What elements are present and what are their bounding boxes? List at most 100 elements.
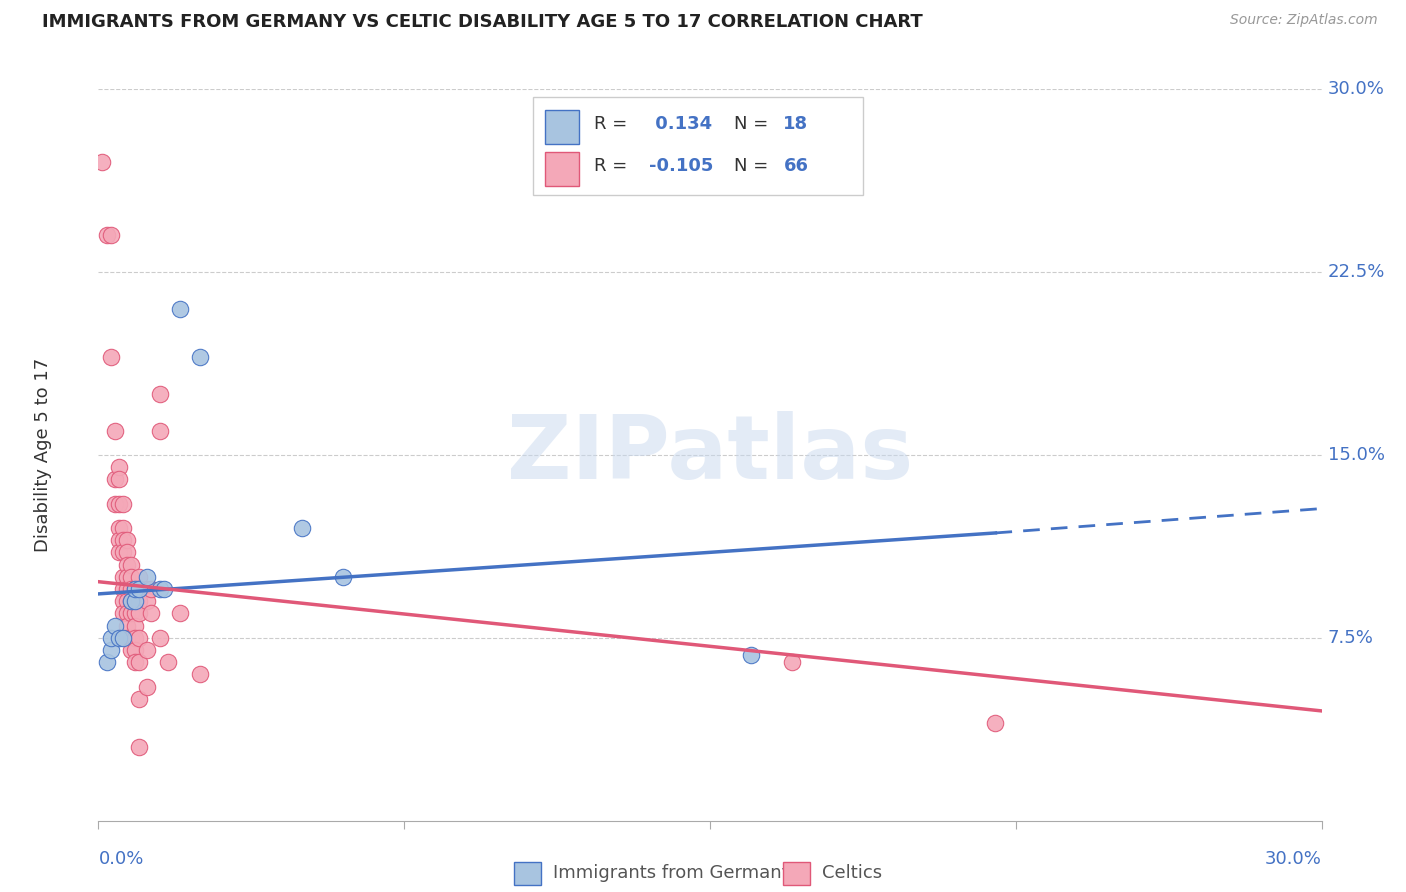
- Point: [115, 618, 138, 632]
- Point: [984, 716, 1007, 731]
- Text: Disability Age 5 to 17: Disability Age 5 to 17: [34, 358, 52, 552]
- Point: [332, 570, 354, 584]
- Point: [108, 521, 131, 535]
- Point: [124, 618, 146, 632]
- Point: [120, 570, 142, 584]
- Point: [104, 472, 127, 486]
- Point: [108, 631, 131, 645]
- Point: [120, 594, 142, 608]
- Point: [115, 570, 138, 584]
- Point: [120, 558, 142, 572]
- Point: [111, 521, 134, 535]
- Point: [124, 582, 146, 596]
- Point: [104, 424, 127, 438]
- Point: [91, 155, 114, 169]
- Point: [128, 582, 150, 596]
- Point: [291, 521, 314, 535]
- Point: [169, 301, 191, 316]
- Point: [149, 424, 172, 438]
- Point: [120, 594, 142, 608]
- Point: [149, 582, 172, 596]
- Point: [124, 582, 146, 596]
- Text: 0.0%: 0.0%: [98, 850, 143, 868]
- Point: [120, 582, 142, 596]
- Point: [136, 570, 159, 584]
- Text: 22.5%: 22.5%: [1327, 263, 1385, 281]
- Point: [104, 497, 127, 511]
- Point: [128, 740, 150, 755]
- Text: IMMIGRANTS FROM GERMANY VS CELTIC DISABILITY AGE 5 TO 17 CORRELATION CHART: IMMIGRANTS FROM GERMANY VS CELTIC DISABI…: [42, 13, 922, 31]
- Point: [111, 570, 134, 584]
- Text: 7.5%: 7.5%: [1327, 629, 1374, 647]
- FancyBboxPatch shape: [533, 96, 863, 195]
- Point: [124, 607, 146, 621]
- Point: [115, 631, 138, 645]
- Point: [111, 533, 134, 548]
- Point: [128, 594, 150, 608]
- Text: ZIPatlas: ZIPatlas: [508, 411, 912, 499]
- Point: [152, 582, 174, 596]
- Point: [740, 648, 762, 662]
- Point: [149, 387, 172, 401]
- Text: R =: R =: [593, 157, 633, 175]
- Text: 30.0%: 30.0%: [1265, 850, 1322, 868]
- Point: [156, 655, 179, 669]
- Point: [115, 545, 138, 559]
- Text: 18: 18: [783, 115, 808, 133]
- Point: [111, 594, 134, 608]
- Text: Celtics: Celtics: [823, 864, 882, 882]
- Point: [124, 594, 146, 608]
- Point: [115, 594, 138, 608]
- Point: [136, 680, 159, 694]
- Text: Source: ZipAtlas.com: Source: ZipAtlas.com: [1230, 13, 1378, 28]
- Text: 0.134: 0.134: [648, 115, 711, 133]
- FancyBboxPatch shape: [515, 862, 541, 885]
- Point: [96, 228, 118, 243]
- Text: Immigrants from Germany: Immigrants from Germany: [553, 864, 792, 882]
- Text: 15.0%: 15.0%: [1327, 446, 1385, 464]
- Point: [120, 631, 142, 645]
- Point: [108, 472, 131, 486]
- Point: [111, 497, 134, 511]
- Text: -0.105: -0.105: [648, 157, 713, 175]
- FancyBboxPatch shape: [783, 862, 810, 885]
- Point: [108, 497, 131, 511]
- Point: [111, 582, 134, 596]
- Point: [188, 351, 212, 365]
- Point: [128, 570, 150, 584]
- FancyBboxPatch shape: [546, 111, 579, 145]
- Text: R =: R =: [593, 115, 633, 133]
- Point: [108, 545, 131, 559]
- Point: [115, 582, 138, 596]
- Point: [100, 631, 122, 645]
- Point: [115, 533, 138, 548]
- Point: [124, 631, 146, 645]
- Text: N =: N =: [734, 115, 775, 133]
- Point: [141, 582, 163, 596]
- Point: [108, 533, 131, 548]
- Point: [108, 460, 131, 475]
- Text: N =: N =: [734, 157, 775, 175]
- Point: [104, 618, 127, 632]
- Point: [128, 631, 150, 645]
- Text: 66: 66: [783, 157, 808, 175]
- Point: [111, 607, 134, 621]
- Point: [100, 351, 122, 365]
- Point: [169, 607, 191, 621]
- Point: [128, 691, 150, 706]
- Point: [136, 582, 159, 596]
- Point: [120, 607, 142, 621]
- Point: [111, 545, 134, 559]
- Point: [124, 643, 146, 657]
- Point: [149, 631, 172, 645]
- Point: [100, 643, 122, 657]
- Text: 30.0%: 30.0%: [1327, 80, 1385, 98]
- Point: [100, 228, 122, 243]
- Point: [111, 631, 134, 645]
- Point: [96, 655, 118, 669]
- Point: [128, 655, 150, 669]
- Point: [136, 643, 159, 657]
- Point: [115, 558, 138, 572]
- Point: [128, 607, 150, 621]
- Point: [124, 594, 146, 608]
